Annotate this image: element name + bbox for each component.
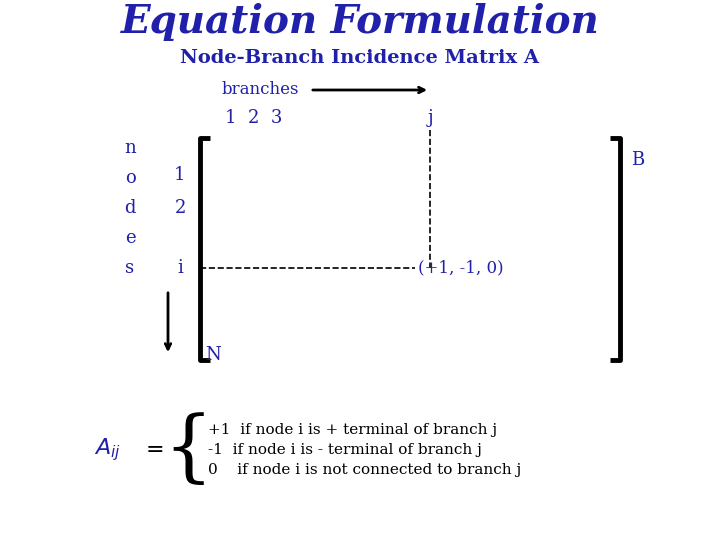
Text: Node-Branch Incidence Matrix A: Node-Branch Incidence Matrix A: [181, 49, 539, 67]
Text: +1  if node i is + terminal of branch j: +1 if node i is + terminal of branch j: [208, 423, 497, 437]
Text: 1  2  3: 1 2 3: [225, 109, 282, 127]
Text: e: e: [125, 229, 135, 247]
Text: 1: 1: [174, 166, 186, 184]
Text: B: B: [631, 151, 644, 169]
Text: i: i: [177, 259, 183, 277]
Text: o: o: [125, 169, 135, 187]
Text: j: j: [427, 109, 433, 127]
Text: $A_{ij}$: $A_{ij}$: [94, 437, 122, 463]
Text: {: {: [163, 412, 212, 488]
Text: branches: branches: [222, 82, 300, 98]
Text: N: N: [205, 346, 221, 364]
Text: 0    if node i is not connected to branch j: 0 if node i is not connected to branch j: [208, 463, 521, 477]
Text: s: s: [125, 259, 135, 277]
Text: 2: 2: [174, 199, 186, 217]
Text: (+1, -1, 0): (+1, -1, 0): [418, 260, 503, 276]
Text: Equation Formulation: Equation Formulation: [121, 3, 599, 41]
Text: -1  if node i is - terminal of branch j: -1 if node i is - terminal of branch j: [208, 443, 482, 457]
Text: =: =: [145, 439, 164, 461]
Text: d: d: [125, 199, 136, 217]
Text: n: n: [124, 139, 136, 157]
